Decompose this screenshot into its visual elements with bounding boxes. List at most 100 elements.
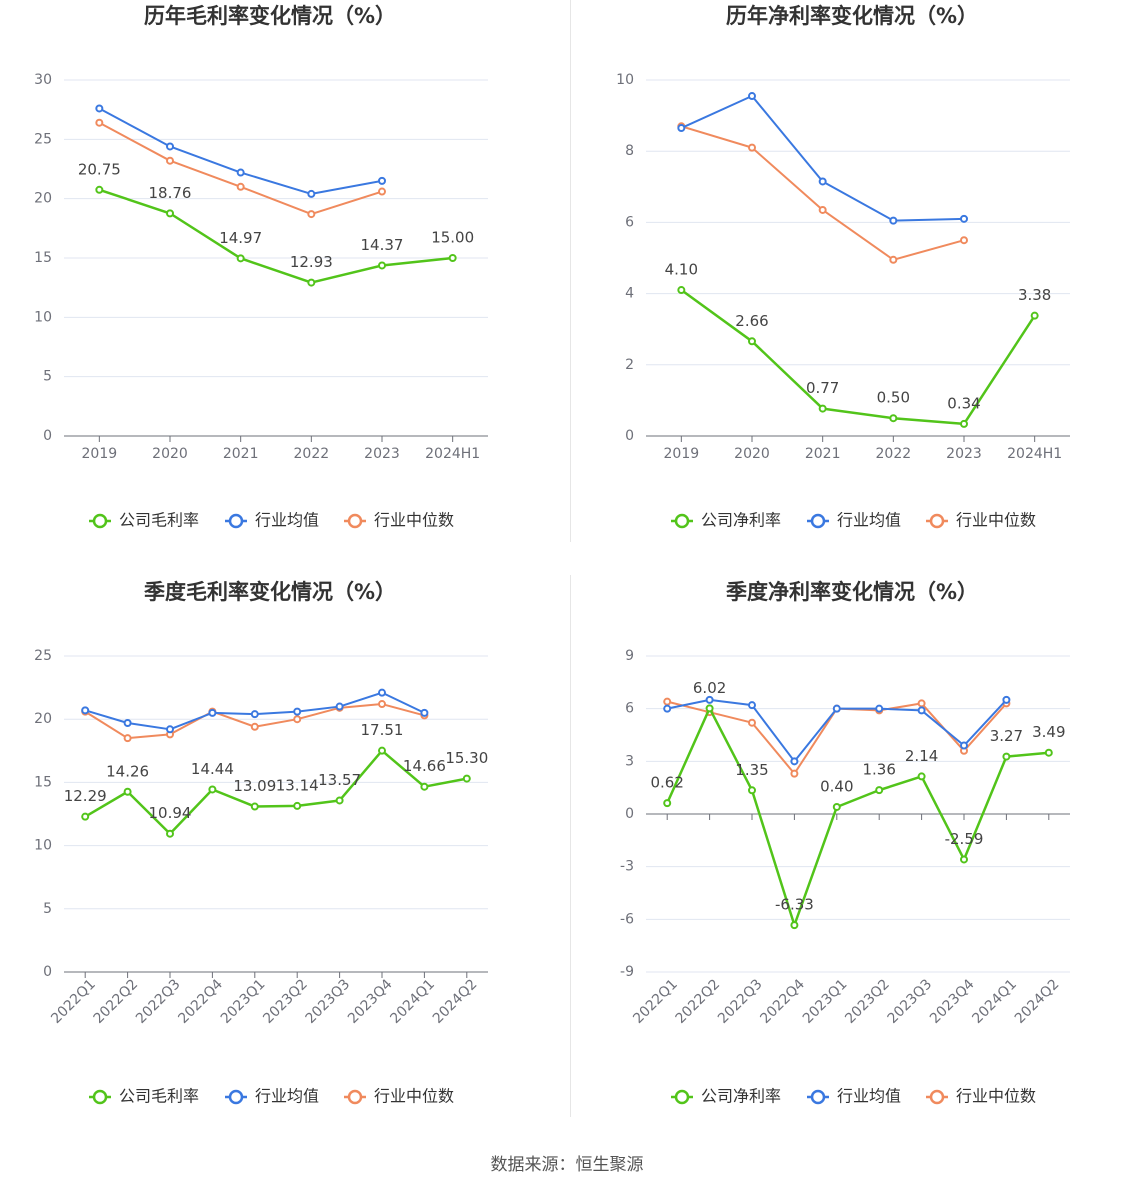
chart-3: 季度毛利率变化情况（%） 0 5 10 15 20 25 2022Q12022Q22022Q3… (34, 580, 488, 1106)
data-label: 0.40 (820, 777, 853, 795)
data-point-median (889, 255, 898, 264)
data-label: 14.44 (191, 760, 234, 778)
y-tick-label: 5 (43, 369, 52, 385)
data-point-company (378, 261, 386, 270)
vertical-divider-bottom (570, 575, 571, 1117)
data-point-avg (818, 177, 827, 186)
series-line-median (98, 121, 383, 216)
data-point-avg (960, 214, 968, 223)
legend-label: 公司净利率 (701, 1087, 781, 1106)
legend-industry-avg[interactable]: 行业均值 (807, 1087, 901, 1106)
data-point-median (250, 722, 259, 731)
data-label: 13.09 (233, 777, 276, 795)
data-label: -2.59 (945, 830, 984, 848)
data-point-median (790, 769, 799, 778)
data-label: 15.00 (431, 229, 474, 247)
data-point-median (123, 734, 132, 743)
data-point-avg (250, 710, 259, 719)
legend-label: 行业均值 (837, 1087, 901, 1106)
x-tick-label: 2023Q3 (303, 976, 354, 1027)
data-label: 12.93 (290, 253, 333, 271)
data-point-avg (236, 168, 245, 177)
x-tick-label: 2020 (734, 446, 770, 462)
data-label: 0.50 (877, 389, 910, 407)
legend-marker (810, 1089, 826, 1105)
x-tick-label: 2022Q4 (757, 976, 808, 1027)
legend-industry-median[interactable]: 行业中位数 (344, 511, 454, 530)
data-point-company (166, 829, 174, 838)
legend-marker (929, 1089, 945, 1105)
data-point-company (81, 812, 90, 821)
data-label: 2.14 (905, 747, 938, 765)
x-tick-label: 2021 (223, 446, 259, 462)
legend-label: 行业均值 (255, 511, 319, 530)
x-tick-label: 2023Q2 (842, 976, 893, 1027)
data-label: 2.66 (735, 312, 768, 330)
data-point-company (917, 772, 926, 781)
legend-marker (674, 1089, 690, 1105)
data-point-avg (335, 702, 344, 711)
data-point-company (307, 278, 316, 287)
legend-company[interactable]: 公司毛利率 (89, 511, 199, 530)
data-point-median (378, 187, 386, 196)
data-label: 3.49 (1032, 723, 1065, 741)
y-tick-label: 10 (34, 309, 52, 325)
legend-industry-median[interactable]: 行业中位数 (926, 1087, 1036, 1106)
chart-title: 季度毛利率变化情况（%） (144, 580, 396, 604)
legend-marker (228, 1089, 244, 1105)
x-tick-label: 2024Q1 (969, 976, 1020, 1027)
legend-marker (347, 1089, 363, 1105)
y-tick-label: 9 (625, 648, 634, 664)
x-tick-label: 2022Q1 (630, 976, 681, 1027)
data-point-company (748, 786, 756, 795)
y-tick-label: 8 (625, 143, 634, 159)
y-tick-label: -9 (620, 964, 634, 980)
data-label: 14.37 (361, 236, 404, 254)
x-tick-label: 2022Q2 (673, 976, 724, 1027)
chart-1: 历年毛利率变化情况（%） 0 5 10 15 20 25 30 2019 2020 2021 2022… (34, 4, 488, 530)
data-point-company (889, 414, 898, 423)
data-point-median (307, 210, 316, 219)
data-point-avg (663, 704, 672, 713)
legend-industry-avg[interactable]: 行业均值 (225, 1087, 319, 1106)
x-tick-label: 2022Q3 (715, 976, 766, 1027)
data-point-median (95, 118, 104, 127)
data-point-company (1002, 752, 1011, 761)
data-point-median (166, 156, 174, 165)
data-source-footer: 数据来源：恒生聚源 (490, 1155, 644, 1175)
data-label: 17.51 (361, 721, 404, 739)
data-point-avg (166, 725, 174, 734)
legend-company[interactable]: 公司净利率 (671, 511, 781, 530)
legend-industry-avg[interactable]: 行业均值 (225, 511, 319, 530)
data-point-company (832, 802, 841, 811)
legend-company[interactable]: 公司净利率 (671, 1087, 781, 1106)
legend-industry-avg[interactable]: 行业均值 (807, 511, 901, 530)
data-point-company (875, 786, 884, 795)
legend-company[interactable]: 公司毛利率 (89, 1087, 199, 1106)
x-tick-label: 2023 (946, 446, 982, 462)
x-tick-label: 2021 (805, 446, 841, 462)
legend-industry-median[interactable]: 行业中位数 (926, 511, 1036, 530)
data-point-company (1044, 748, 1053, 757)
data-label: 14.26 (106, 762, 149, 780)
y-tick-label: 10 (34, 838, 52, 854)
data-point-avg (917, 706, 926, 715)
y-tick-label: 2 (625, 357, 634, 373)
y-tick-label: 25 (34, 648, 52, 664)
data-label: 13.57 (318, 771, 361, 789)
legend-industry-median[interactable]: 行业中位数 (344, 1087, 454, 1106)
x-tick-label: 2022 (876, 446, 912, 462)
data-point-company (790, 921, 799, 930)
data-label: 14.66 (403, 757, 446, 775)
data-point-company (378, 746, 386, 755)
data-point-avg (832, 704, 841, 713)
data-point-company (250, 802, 259, 811)
legend-marker (810, 513, 826, 529)
series-line-median (681, 125, 965, 261)
y-tick-label: 5 (43, 901, 52, 917)
data-label: -6.33 (775, 896, 814, 914)
x-tick-label: 2023Q4 (345, 976, 396, 1027)
legend-label: 行业中位数 (374, 511, 454, 530)
data-label: 0.34 (947, 394, 980, 412)
x-tick-label: 2024Q2 (1012, 976, 1063, 1027)
